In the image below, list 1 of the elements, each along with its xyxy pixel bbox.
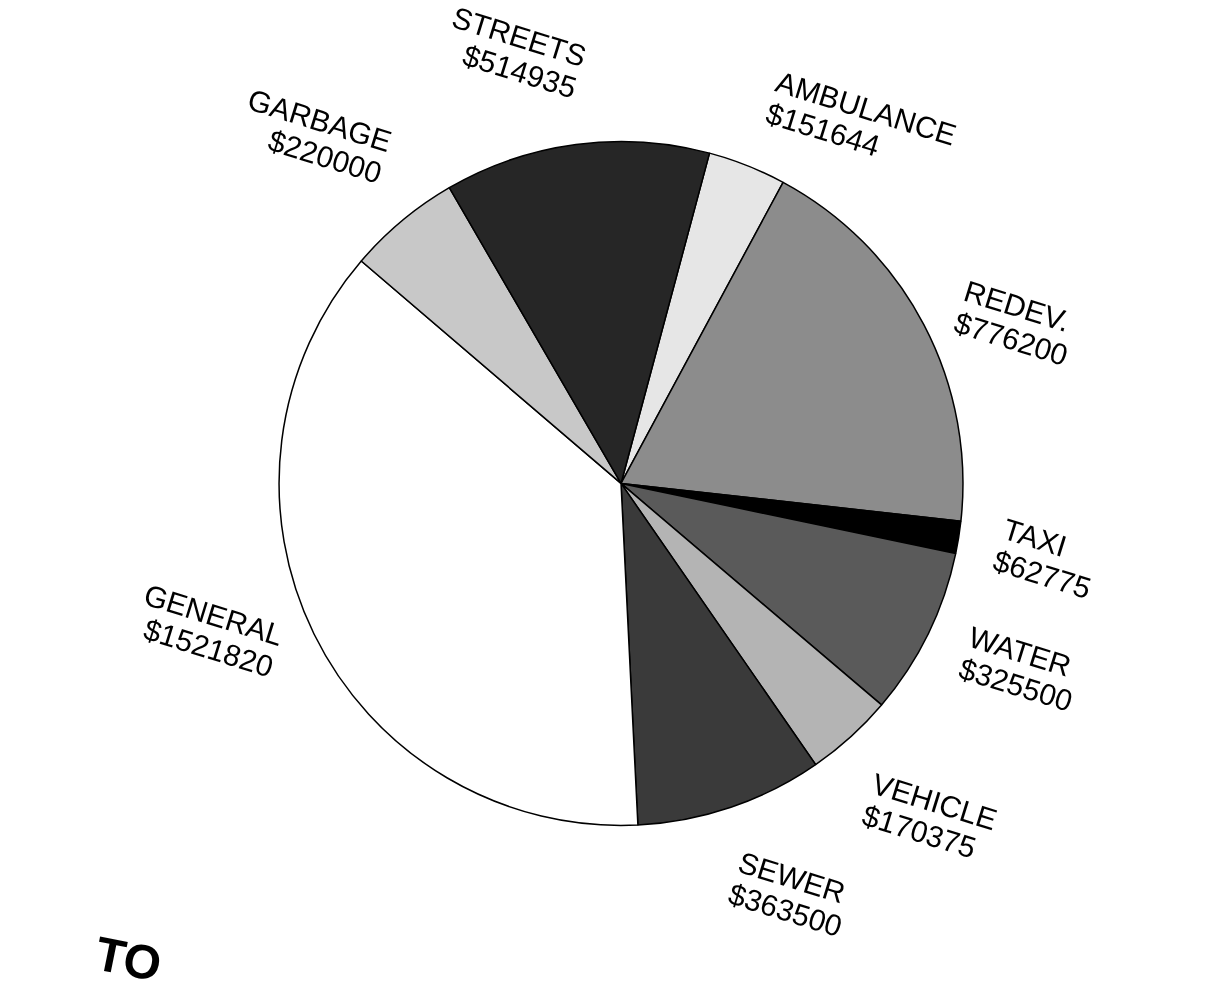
text: TO <box>90 926 166 992</box>
